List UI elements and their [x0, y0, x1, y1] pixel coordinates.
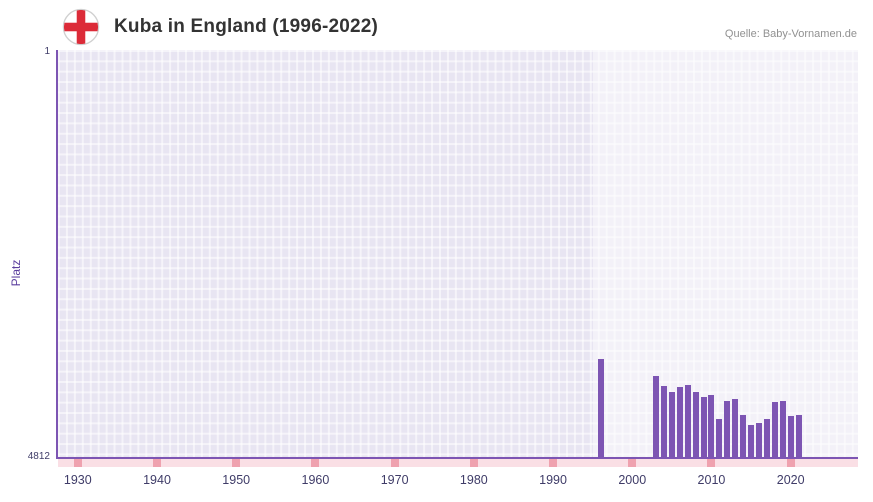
bar-2007[interactable]	[684, 384, 691, 457]
england-flag-icon	[62, 8, 100, 46]
x-axis-tick-2010	[707, 459, 716, 467]
bar-2015[interactable]	[748, 425, 755, 457]
y-axis-top-label: 1	[44, 46, 50, 57]
x-axis-tick-2020	[786, 459, 795, 467]
bar-2014[interactable]	[740, 414, 747, 457]
bar-2010[interactable]	[708, 394, 715, 457]
bar-2005[interactable]	[668, 391, 675, 457]
bar-2003[interactable]	[653, 376, 660, 457]
bar-2020[interactable]	[787, 416, 794, 457]
bar-2009[interactable]	[700, 396, 707, 457]
x-axis-labels: 1930 1940 1950 1960 1970 1980 1990 2000 2010 2020	[58, 470, 858, 492]
bar-2021[interactable]	[795, 414, 802, 457]
bar-2017[interactable]	[763, 419, 770, 457]
bar-2004[interactable]	[660, 385, 667, 457]
y-axis-title: Platz	[9, 259, 23, 286]
bar-2018[interactable]	[771, 401, 778, 457]
highlight-band	[592, 50, 858, 457]
x-axis-label-2020: 2020	[776, 473, 805, 487]
x-axis-tick-1930	[73, 459, 82, 467]
bar-2013[interactable]	[732, 398, 739, 457]
bar-chart: Platz 1 4812 1930 1940 1950 1960 1970 1980 199…	[0, 46, 873, 495]
x-axis-label-1950: 1950	[222, 473, 251, 487]
x-axis-tick-1980	[469, 459, 478, 467]
x-axis-line	[56, 457, 858, 459]
x-axis-strip	[58, 459, 858, 467]
x-axis-label-1930: 1930	[63, 473, 92, 487]
bar-2011[interactable]	[716, 419, 723, 457]
x-axis-tick-1940	[153, 459, 161, 467]
bar-2008[interactable]	[692, 391, 699, 457]
x-axis-tick-1970	[390, 459, 399, 467]
x-axis-tick-1990	[549, 459, 558, 467]
x-axis-label-1960: 1960	[301, 473, 330, 487]
x-axis-label-1970: 1970	[380, 473, 409, 487]
x-axis-label-1980: 1980	[459, 473, 488, 487]
plot-area	[58, 50, 858, 457]
bar-1996[interactable]	[597, 359, 604, 457]
x-axis-tick-2000	[628, 459, 637, 467]
x-axis-label-1990: 1990	[539, 473, 567, 487]
bar-2019[interactable]	[779, 401, 786, 457]
x-axis-tick-1960	[311, 459, 320, 467]
y-axis-line	[56, 50, 58, 459]
bar-2016[interactable]	[755, 423, 762, 457]
x-axis-label-2000: 2000	[618, 473, 647, 487]
bar-2006[interactable]	[676, 386, 683, 457]
x-axis-tick-1950	[232, 459, 241, 467]
x-axis-label-2010: 2010	[697, 473, 726, 487]
y-axis-bottom-label: 4812	[27, 451, 50, 462]
chart-title: Kuba in England (1996-2022)	[114, 16, 379, 37]
bar-2012[interactable]	[724, 400, 731, 457]
x-axis-label-1940: 1940	[143, 473, 171, 487]
source-link[interactable]: Quelle: Baby-Vornamen.de	[724, 28, 857, 40]
header: Kuba in England (1996-2022)	[62, 6, 859, 48]
